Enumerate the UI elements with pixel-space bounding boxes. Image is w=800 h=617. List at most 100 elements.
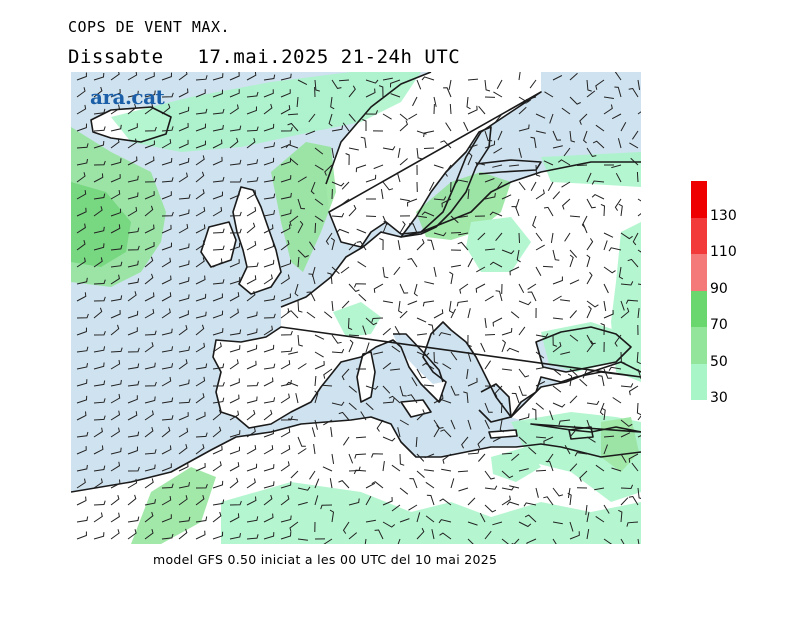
legend-label-90: 90 xyxy=(710,280,728,297)
wind-barb xyxy=(314,390,319,404)
wind-barb xyxy=(331,125,344,132)
wind-barb xyxy=(178,412,189,421)
wind-barb xyxy=(574,452,588,457)
wind-barb xyxy=(342,436,350,446)
wind-barb xyxy=(76,277,88,285)
wind-barb xyxy=(549,113,554,124)
wind-barb xyxy=(438,399,452,404)
wind-barb xyxy=(608,366,622,371)
wind-barb xyxy=(382,362,392,370)
wind-barb xyxy=(411,377,418,387)
gust-sahara xyxy=(221,482,641,544)
wind-barb xyxy=(144,140,155,149)
wind-barb xyxy=(535,164,541,177)
wind-barb xyxy=(93,206,103,217)
wind-barb xyxy=(594,487,605,491)
coast-scandinavia xyxy=(325,72,542,248)
wind-barb xyxy=(314,351,324,358)
wind-barb xyxy=(341,300,350,309)
wind-barb xyxy=(246,360,257,370)
wind-barb xyxy=(530,136,537,149)
wind-barb xyxy=(263,103,273,115)
wind-barb xyxy=(127,411,138,421)
wind-barb xyxy=(161,496,172,506)
wind-barb xyxy=(362,119,367,131)
wind-barb xyxy=(390,79,401,88)
wind-barb xyxy=(127,494,137,506)
wind-barb xyxy=(564,445,571,455)
legend-band-130 xyxy=(691,181,707,218)
wind-barb xyxy=(314,215,324,223)
wind-barb xyxy=(543,206,554,217)
wind-barb xyxy=(445,122,452,132)
wind-barb xyxy=(467,521,478,526)
wind-barb xyxy=(489,211,503,217)
wind-barb xyxy=(93,226,105,234)
wind-barb xyxy=(229,359,239,370)
wind-barb xyxy=(280,293,291,302)
wind-barb xyxy=(497,130,503,141)
wind-barb xyxy=(399,310,408,319)
wind-barb xyxy=(382,496,393,506)
wind-barb xyxy=(289,521,299,532)
wind-barb xyxy=(518,300,532,306)
wind-barb xyxy=(296,96,299,108)
wind-barb xyxy=(397,147,401,158)
wind-barb xyxy=(263,429,274,438)
wind-barb xyxy=(501,486,515,491)
wind-barb xyxy=(280,105,291,115)
wind-barb xyxy=(93,296,106,302)
wind-barb xyxy=(450,232,462,234)
wind-barb xyxy=(378,85,384,98)
wind-barb xyxy=(280,239,290,251)
wind-barb xyxy=(631,462,639,472)
wind-barb xyxy=(501,249,515,255)
wind-barb xyxy=(280,140,291,149)
wind-barb xyxy=(127,227,140,234)
wind-barb xyxy=(178,122,189,132)
wind-barb xyxy=(229,211,242,217)
wind-barb xyxy=(329,509,335,523)
wind-barb xyxy=(382,181,394,191)
wind-barb xyxy=(637,435,641,438)
wind-barb xyxy=(515,198,520,209)
wind-barb xyxy=(443,87,452,98)
wind-barb xyxy=(399,120,408,132)
wind-barb xyxy=(637,212,641,217)
wind-barb xyxy=(348,113,356,122)
wind-barb xyxy=(628,453,639,463)
wind-barb xyxy=(569,215,581,218)
wind-barb xyxy=(603,283,609,294)
wind-barb xyxy=(569,310,577,319)
wind-barb xyxy=(356,228,367,234)
wind-barb xyxy=(229,292,240,302)
wind-barb xyxy=(500,402,503,414)
wind-barb xyxy=(93,427,103,438)
wind-barb xyxy=(416,512,421,523)
wind-barb xyxy=(603,444,608,455)
wind-barb xyxy=(229,104,239,115)
wind-barb xyxy=(448,79,452,90)
wind-barb xyxy=(365,88,376,98)
wind-barb xyxy=(535,113,546,119)
wind-barb xyxy=(511,453,520,461)
wind-barb xyxy=(547,181,554,192)
wind-barb xyxy=(450,351,458,361)
wind-barb xyxy=(263,123,275,132)
wind-barb xyxy=(144,528,154,540)
wind-barb xyxy=(518,147,522,158)
wind-barb xyxy=(371,453,384,458)
wind-barb xyxy=(144,126,157,132)
wind-barb xyxy=(93,86,103,98)
wind-barb xyxy=(93,72,105,81)
wind-barb xyxy=(371,317,384,323)
wind-barb xyxy=(195,75,208,81)
wind-barb xyxy=(355,164,367,173)
ara-cat-logo[interactable]: ara.cat xyxy=(90,85,165,109)
wind-barb xyxy=(365,215,377,217)
wind-barb xyxy=(354,453,367,459)
wind-barb xyxy=(499,419,504,433)
wind-barb xyxy=(76,143,89,149)
wind-barb xyxy=(178,243,190,251)
wind-barb xyxy=(161,103,171,115)
